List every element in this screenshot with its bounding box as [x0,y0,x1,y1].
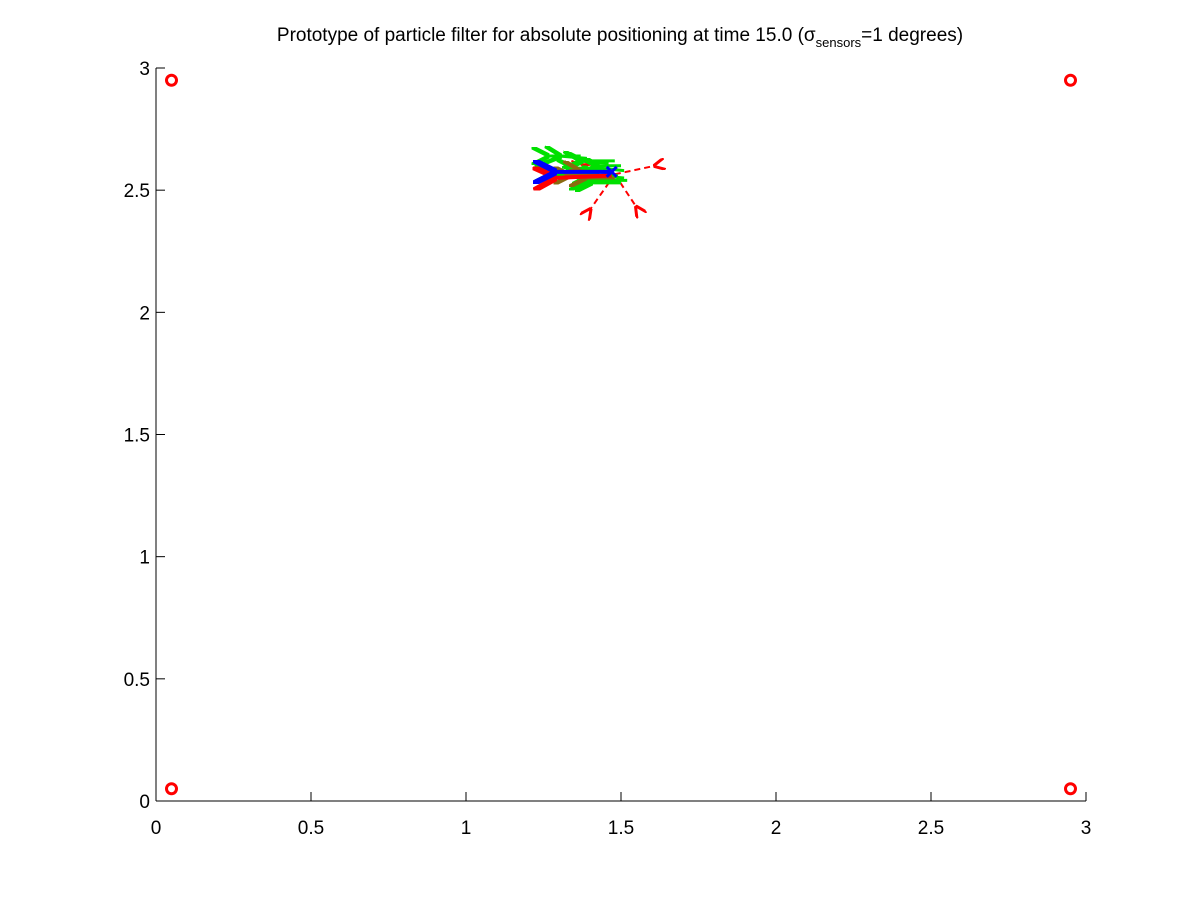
estimate-marker [605,165,618,178]
x-tick-label: 0 [151,818,162,839]
y-tick-label: 3 [139,59,150,80]
sensor-ray [614,166,655,176]
true-pose-arrow [553,176,612,178]
sensor-ray [613,173,637,207]
beacon-marker [165,782,178,796]
chart-title-sigma: σ [804,25,816,46]
y-tick-label: 2 [139,303,150,324]
beacon-marker [1064,73,1077,87]
particle-arrow [559,156,588,158]
beacon-marker [165,73,178,87]
x-tick-label: 1.5 [608,818,634,839]
sensor-ray [590,173,616,209]
y-tick-label: 0.5 [124,670,150,691]
x-tick-label: 3 [1081,818,1092,839]
particle-arrow [599,168,625,170]
beacon-marker [1064,782,1077,796]
x-tick-label: 0.5 [298,818,324,839]
chart-title-prefix: Prototype of particle filter for absolut… [277,25,805,46]
beacons [165,73,1077,796]
y-tick-label: 0 [139,792,150,813]
x-tick-label: 1 [461,818,472,839]
chart-title-suffix: =1 degrees) [861,25,963,46]
x-tick-label: 2 [771,818,782,839]
chart-title: Prototype of particle filter for absolut… [277,25,963,50]
y-tick-label: 2.5 [124,181,150,202]
x-tick-label: 2.5 [918,818,944,839]
y-tick-label: 1 [139,548,150,569]
poses [553,165,618,178]
y-tick-label: 1.5 [124,426,150,447]
chart-title-subscript: sensors [816,35,862,50]
axis-ticks: 0 0.5 1 1.5 2 2.5 3 0 0.5 1 1.5 2 2.5 3 [124,59,1092,839]
